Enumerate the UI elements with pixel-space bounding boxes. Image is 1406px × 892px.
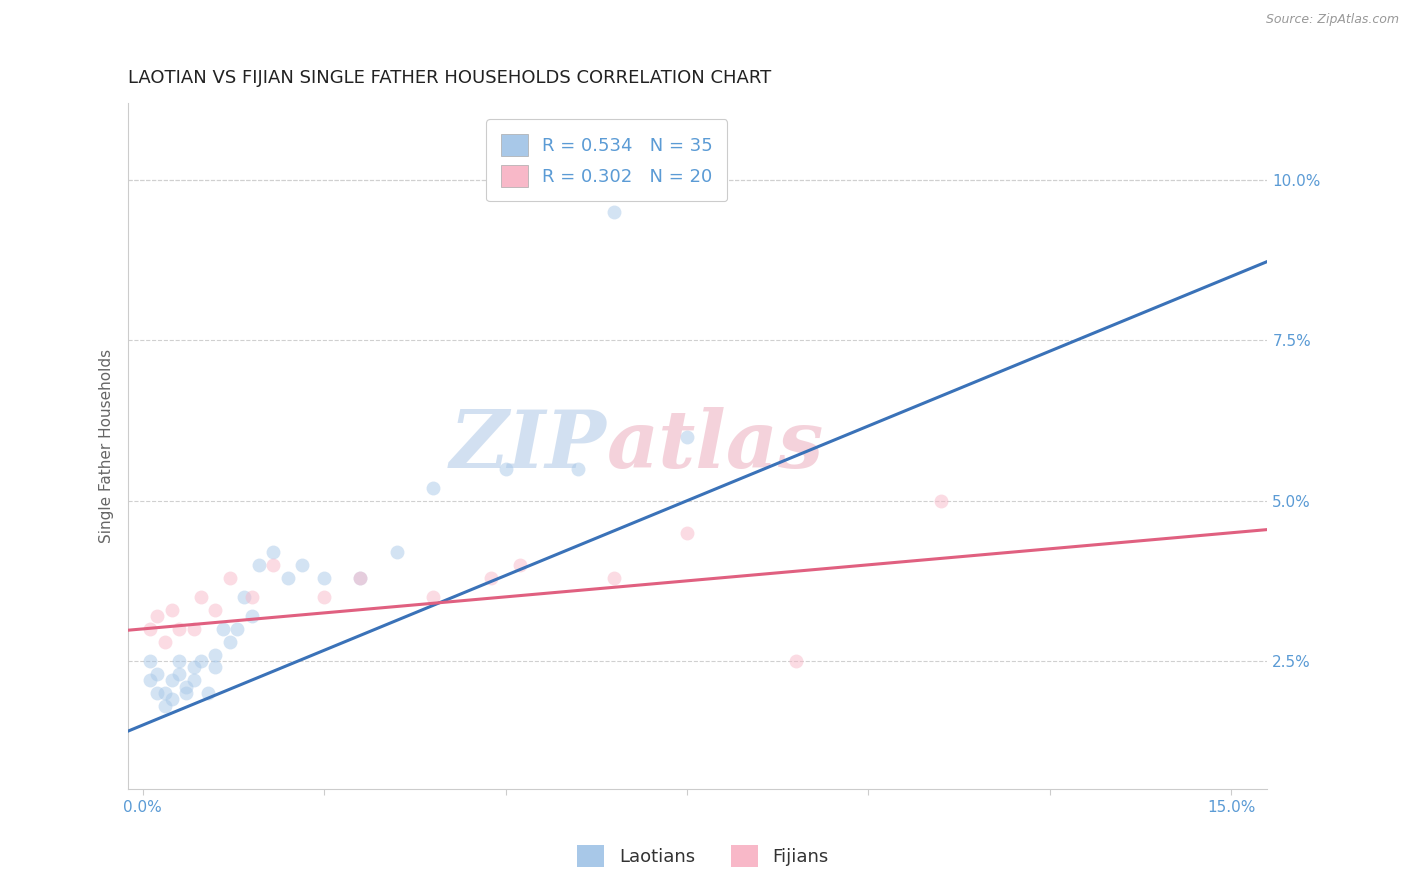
Point (218, 571, 240, 585)
Point (204, 603, 226, 617)
Point (567, 461, 589, 475)
Point (603, 571, 626, 585)
Point (277, 571, 299, 585)
Point (785, 654, 807, 668)
Point (139, 673, 162, 688)
Point (247, 558, 270, 572)
Point (929, 493, 952, 508)
Point (176, 686, 198, 700)
Point (167, 654, 190, 668)
Point (139, 654, 162, 668)
Point (240, 590, 263, 604)
Point (314, 571, 336, 585)
Point (160, 603, 183, 617)
Point (153, 634, 176, 648)
Text: LAOTIAN VS FIJIAN SINGLE FATHER HOUSEHOLDS CORRELATION CHART: LAOTIAN VS FIJIAN SINGLE FATHER HOUSEHOL… (128, 69, 772, 87)
Point (197, 686, 219, 700)
Point (422, 590, 444, 604)
Legend: R = 0.534   N = 35, R = 0.302   N = 20: R = 0.534 N = 35, R = 0.302 N = 20 (486, 120, 727, 202)
Point (676, 430, 699, 444)
Point (153, 698, 176, 713)
Point (240, 609, 263, 624)
Point (233, 590, 256, 604)
Point (603, 205, 626, 219)
Point (676, 525, 699, 540)
Point (160, 692, 183, 706)
Point (176, 680, 198, 694)
Point (183, 660, 205, 674)
Point (385, 545, 408, 559)
Y-axis label: Single Father Households: Single Father Households (100, 349, 114, 543)
Point (153, 686, 176, 700)
Text: ZIP: ZIP (450, 408, 607, 485)
Point (146, 609, 169, 624)
Point (495, 461, 517, 475)
Point (183, 673, 205, 688)
Point (349, 571, 371, 585)
Point (160, 673, 183, 688)
Point (509, 558, 531, 572)
Point (479, 571, 502, 585)
Legend: Laotians, Fijians: Laotians, Fijians (569, 838, 837, 874)
Point (291, 558, 314, 572)
Point (349, 571, 371, 585)
Point (146, 666, 169, 681)
Point (422, 481, 444, 495)
Point (262, 558, 284, 572)
Point (146, 686, 169, 700)
Point (218, 634, 240, 648)
Point (167, 666, 190, 681)
Point (262, 545, 284, 559)
Point (190, 654, 212, 668)
Point (183, 622, 205, 636)
Text: Source: ZipAtlas.com: Source: ZipAtlas.com (1265, 13, 1399, 27)
Point (167, 622, 190, 636)
Point (204, 660, 226, 674)
Point (211, 622, 233, 636)
Text: atlas: atlas (607, 408, 824, 485)
Point (314, 590, 336, 604)
Point (204, 648, 226, 662)
Point (226, 622, 249, 636)
Point (190, 590, 212, 604)
Point (139, 622, 162, 636)
